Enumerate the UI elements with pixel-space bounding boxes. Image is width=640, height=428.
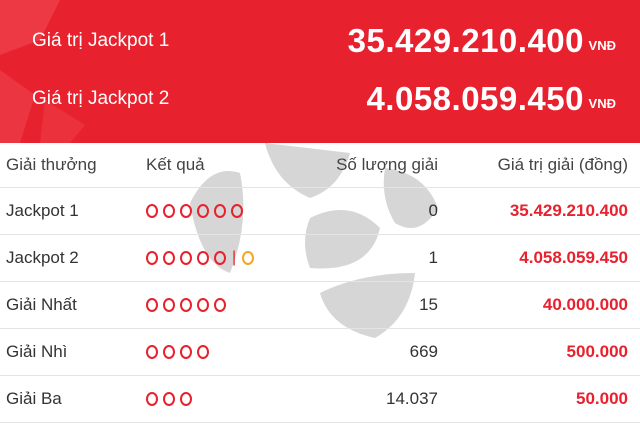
prize-name: Giải Ba <box>6 389 62 408</box>
header-value: Giá trị giải (đồng) <box>497 155 628 174</box>
ball-icon <box>180 251 192 265</box>
ball-icon <box>146 392 158 406</box>
prize-count: 15 <box>419 295 438 314</box>
ball-icon <box>146 345 158 359</box>
result-balls <box>146 376 192 422</box>
jackpot-1-label: Giá trị Jackpot 1 <box>32 30 170 51</box>
ball-icon <box>146 298 158 312</box>
result-balls: | <box>146 235 255 281</box>
jackpot-header: Giá trị Jackpot 1 35.429.210.400 VNĐ Giá… <box>0 0 640 143</box>
ball-icon <box>197 251 209 265</box>
jackpot-1-amount: 35.429.210.400 <box>347 22 584 59</box>
ball-icon <box>197 345 209 359</box>
prize-count: 669 <box>409 342 438 361</box>
ball-icon <box>214 204 226 218</box>
jackpot-1-row: Giá trị Jackpot 1 35.429.210.400 VNĐ <box>0 20 640 60</box>
prize-value: 50.000 <box>576 389 628 408</box>
prize-value: 35.429.210.400 <box>509 201 628 220</box>
ball-icon <box>180 204 192 218</box>
header-pattern-decoration <box>0 0 85 143</box>
ball-icon <box>197 298 209 312</box>
jackpot-1-unit: VNĐ <box>588 38 616 53</box>
prize-name: Giải Nhất <box>6 295 77 314</box>
header-prize: Giải thưởng <box>6 155 97 174</box>
ball-icon <box>214 251 226 265</box>
ball-icon <box>180 298 192 312</box>
prize-count: 14.037 <box>386 389 438 408</box>
result-balls <box>146 188 243 234</box>
prize-count: 0 <box>428 201 438 220</box>
ball-icon <box>163 345 175 359</box>
ball-icon <box>231 204 243 218</box>
ball-icon <box>180 392 192 406</box>
header-count: Số lượng giải <box>336 155 438 174</box>
ball-icon <box>214 298 226 312</box>
ball-icon <box>146 204 158 218</box>
ball-separator: | <box>232 249 237 266</box>
ball-icon <box>163 204 175 218</box>
ball-icon <box>163 298 175 312</box>
table-row: Giải Nhất 15 40.000.000 <box>0 282 640 329</box>
ball-icon <box>163 392 175 406</box>
prize-name: Giải Nhì <box>6 342 68 361</box>
table-row: Jackpot 2 | 1 4.058.059.450 <box>0 235 640 282</box>
table-row: Giải Nhì 669 500.000 <box>0 329 640 376</box>
result-balls <box>146 282 226 328</box>
ball-icon <box>163 251 175 265</box>
result-balls <box>146 329 209 375</box>
ball-icon <box>146 251 158 265</box>
header-result: Kết quả <box>146 155 205 174</box>
special-ball-icon <box>242 251 255 265</box>
table-header-row: Giải thưởng Kết quả Số lượng giải Giá tr… <box>0 143 640 188</box>
table-row: Jackpot 1 0 35.429.210.400 <box>0 188 640 235</box>
jackpot-2-amount: 4.058.059.450 <box>366 80 584 117</box>
prize-name: Jackpot 2 <box>6 248 79 267</box>
results-table: Giải thưởng Kết quả Số lượng giải Giá tr… <box>0 143 640 423</box>
ball-icon <box>197 204 209 218</box>
prize-value: 500.000 <box>566 342 628 361</box>
table-row: Giải Ba 14.037 50.000 <box>0 376 640 423</box>
prize-value: 4.058.059.450 <box>519 248 628 267</box>
jackpot-2-unit: VNĐ <box>588 96 616 111</box>
logo-watermark <box>190 143 438 338</box>
jackpot-2-label: Giá trị Jackpot 2 <box>32 88 170 109</box>
prize-value: 40.000.000 <box>542 295 628 314</box>
prize-name: Jackpot 1 <box>6 201 79 220</box>
jackpot-2-row: Giá trị Jackpot 2 4.058.059.450 VNĐ <box>0 78 640 118</box>
ball-icon <box>180 345 192 359</box>
prize-count: 1 <box>428 248 438 267</box>
